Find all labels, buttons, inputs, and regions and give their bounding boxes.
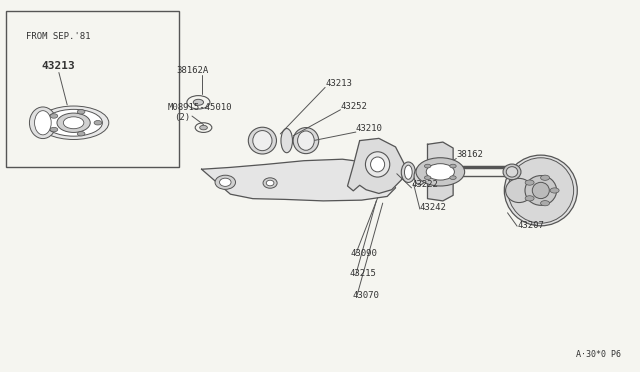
Text: 43213: 43213	[325, 79, 352, 88]
Text: 43242: 43242	[420, 203, 447, 212]
Text: M08915-45010: M08915-45010	[168, 103, 232, 112]
Text: A·30*0 P6: A·30*0 P6	[576, 350, 621, 359]
Text: 38162A: 38162A	[176, 65, 208, 74]
Circle shape	[77, 110, 85, 114]
Ellipse shape	[298, 131, 314, 150]
Ellipse shape	[506, 179, 532, 202]
Circle shape	[450, 176, 456, 180]
Ellipse shape	[504, 155, 577, 226]
Ellipse shape	[253, 131, 272, 151]
Circle shape	[193, 99, 204, 105]
Circle shape	[94, 121, 102, 125]
Text: 43210: 43210	[356, 124, 383, 133]
Ellipse shape	[414, 167, 426, 185]
Ellipse shape	[503, 164, 521, 180]
Ellipse shape	[365, 152, 390, 177]
Text: 43215: 43215	[349, 269, 376, 278]
Circle shape	[57, 113, 90, 132]
Circle shape	[450, 164, 456, 168]
Ellipse shape	[215, 175, 236, 189]
Text: 43222: 43222	[412, 180, 438, 189]
Ellipse shape	[532, 182, 549, 199]
Ellipse shape	[404, 165, 412, 179]
Text: FROM SEP.'81: FROM SEP.'81	[26, 32, 90, 41]
Text: 43207: 43207	[517, 221, 544, 230]
Circle shape	[50, 127, 58, 132]
Circle shape	[424, 164, 431, 168]
Ellipse shape	[525, 176, 557, 205]
Polygon shape	[428, 142, 453, 201]
Ellipse shape	[263, 178, 277, 188]
Text: (2): (2)	[174, 113, 190, 122]
Circle shape	[525, 180, 534, 185]
Text: 43070: 43070	[353, 291, 380, 299]
Circle shape	[77, 131, 85, 136]
Text: 43252: 43252	[340, 102, 367, 110]
Ellipse shape	[293, 128, 319, 154]
Polygon shape	[348, 138, 404, 193]
Ellipse shape	[281, 129, 292, 153]
Circle shape	[424, 176, 431, 180]
Ellipse shape	[29, 107, 56, 139]
Ellipse shape	[45, 109, 102, 136]
Circle shape	[200, 125, 207, 130]
Circle shape	[525, 196, 534, 201]
Text: 43213: 43213	[42, 61, 76, 71]
Ellipse shape	[266, 180, 274, 186]
Text: 38162: 38162	[456, 150, 483, 159]
Ellipse shape	[35, 111, 51, 135]
Circle shape	[541, 201, 550, 206]
Ellipse shape	[38, 106, 109, 140]
Circle shape	[416, 158, 465, 186]
Ellipse shape	[220, 178, 231, 186]
Ellipse shape	[506, 167, 518, 177]
Circle shape	[50, 114, 58, 118]
Circle shape	[426, 164, 454, 180]
Text: 43090: 43090	[351, 249, 378, 258]
Circle shape	[63, 117, 84, 129]
Ellipse shape	[508, 158, 573, 223]
Ellipse shape	[248, 127, 276, 154]
Ellipse shape	[401, 162, 415, 182]
Circle shape	[550, 188, 559, 193]
Polygon shape	[202, 159, 396, 201]
Circle shape	[541, 175, 550, 180]
Ellipse shape	[371, 157, 385, 172]
